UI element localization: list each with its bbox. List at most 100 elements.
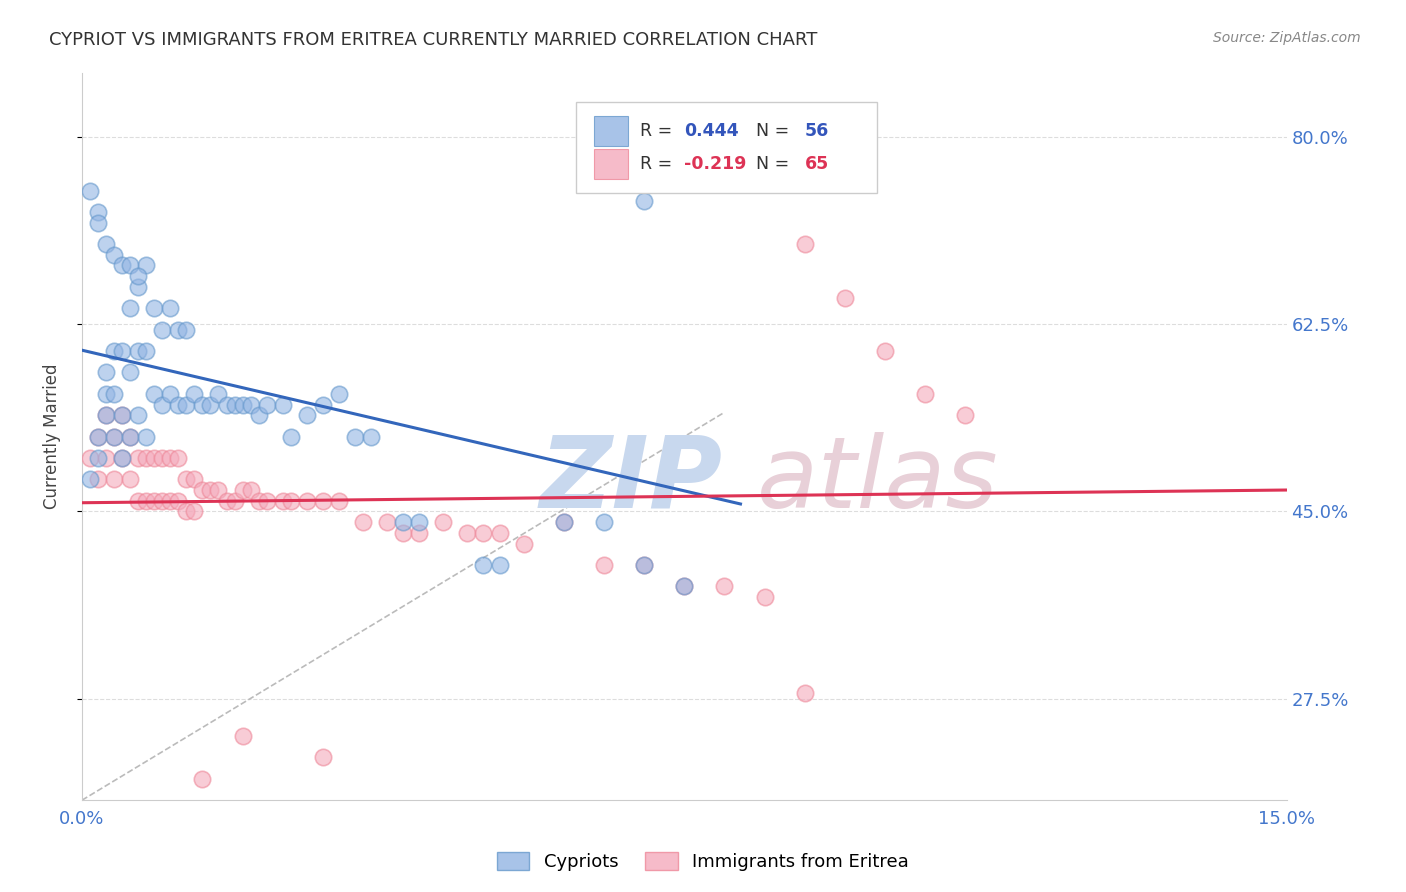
Point bbox=[673, 579, 696, 593]
Point bbox=[127, 450, 149, 465]
Point bbox=[167, 493, 190, 508]
Point bbox=[343, 429, 366, 443]
Point bbox=[127, 280, 149, 294]
Point bbox=[191, 772, 214, 786]
Point bbox=[215, 493, 238, 508]
Point bbox=[111, 450, 134, 465]
Point bbox=[280, 429, 302, 443]
Point bbox=[593, 558, 616, 572]
Point bbox=[167, 323, 190, 337]
Text: R =: R = bbox=[640, 155, 678, 173]
Point bbox=[633, 558, 655, 572]
Text: 0.444: 0.444 bbox=[685, 122, 740, 140]
Text: 65: 65 bbox=[804, 155, 830, 173]
Point bbox=[176, 472, 198, 486]
Point bbox=[633, 194, 655, 209]
Point bbox=[87, 205, 110, 219]
Point bbox=[232, 397, 254, 411]
Point bbox=[224, 493, 246, 508]
FancyBboxPatch shape bbox=[576, 102, 877, 193]
Point bbox=[79, 472, 101, 486]
Point bbox=[103, 387, 125, 401]
Y-axis label: Currently Married: Currently Married bbox=[44, 364, 60, 509]
Point bbox=[239, 483, 262, 497]
Point bbox=[87, 450, 110, 465]
Text: CYPRIOT VS IMMIGRANTS FROM ERITREA CURRENTLY MARRIED CORRELATION CHART: CYPRIOT VS IMMIGRANTS FROM ERITREA CURRE… bbox=[49, 31, 817, 49]
Point bbox=[176, 323, 198, 337]
Point bbox=[224, 397, 246, 411]
Point bbox=[312, 397, 335, 411]
Point bbox=[392, 525, 415, 540]
Point bbox=[103, 248, 125, 262]
Point bbox=[312, 493, 335, 508]
Point bbox=[150, 397, 173, 411]
Point bbox=[239, 397, 262, 411]
Point bbox=[256, 493, 278, 508]
Point bbox=[127, 344, 149, 359]
Text: N =: N = bbox=[745, 122, 794, 140]
Point bbox=[312, 750, 335, 764]
Point bbox=[103, 429, 125, 443]
Point bbox=[232, 483, 254, 497]
Point bbox=[120, 301, 142, 316]
Point bbox=[103, 344, 125, 359]
Point bbox=[456, 525, 478, 540]
Point bbox=[271, 493, 294, 508]
Point bbox=[135, 493, 157, 508]
Point bbox=[135, 429, 157, 443]
Text: R =: R = bbox=[640, 122, 678, 140]
Point bbox=[120, 429, 142, 443]
Point bbox=[553, 515, 575, 529]
Point bbox=[295, 408, 318, 422]
Text: N =: N = bbox=[745, 155, 794, 173]
Point bbox=[408, 525, 430, 540]
Text: ZIP: ZIP bbox=[540, 432, 723, 529]
Point bbox=[79, 184, 101, 198]
Point bbox=[103, 429, 125, 443]
Point bbox=[94, 408, 117, 422]
Point bbox=[183, 504, 205, 518]
Point bbox=[159, 301, 181, 316]
Point bbox=[914, 387, 936, 401]
Point bbox=[183, 387, 205, 401]
Point bbox=[754, 590, 776, 604]
Point bbox=[673, 579, 696, 593]
Point bbox=[150, 323, 173, 337]
Point bbox=[159, 450, 181, 465]
Point bbox=[135, 259, 157, 273]
Point bbox=[120, 472, 142, 486]
Point bbox=[87, 429, 110, 443]
Point bbox=[176, 504, 198, 518]
Point bbox=[87, 216, 110, 230]
Point bbox=[135, 450, 157, 465]
Point bbox=[143, 493, 166, 508]
Point bbox=[713, 579, 735, 593]
Point bbox=[183, 472, 205, 486]
Point bbox=[143, 387, 166, 401]
Point bbox=[111, 408, 134, 422]
Point bbox=[593, 515, 616, 529]
Point bbox=[207, 387, 229, 401]
Point bbox=[167, 450, 190, 465]
Point bbox=[111, 408, 134, 422]
Point bbox=[159, 493, 181, 508]
Point bbox=[191, 397, 214, 411]
Point bbox=[955, 408, 977, 422]
Point bbox=[191, 483, 214, 497]
Point bbox=[793, 237, 815, 252]
Point bbox=[135, 344, 157, 359]
Point bbox=[247, 493, 270, 508]
Point bbox=[159, 387, 181, 401]
Point bbox=[360, 429, 382, 443]
Text: Source: ZipAtlas.com: Source: ZipAtlas.com bbox=[1213, 31, 1361, 45]
Point bbox=[94, 450, 117, 465]
Point bbox=[633, 558, 655, 572]
Point bbox=[432, 515, 454, 529]
Point bbox=[127, 493, 149, 508]
Point bbox=[834, 291, 856, 305]
Point bbox=[94, 408, 117, 422]
Point bbox=[111, 344, 134, 359]
Point bbox=[472, 525, 495, 540]
Point bbox=[143, 450, 166, 465]
Point bbox=[127, 408, 149, 422]
